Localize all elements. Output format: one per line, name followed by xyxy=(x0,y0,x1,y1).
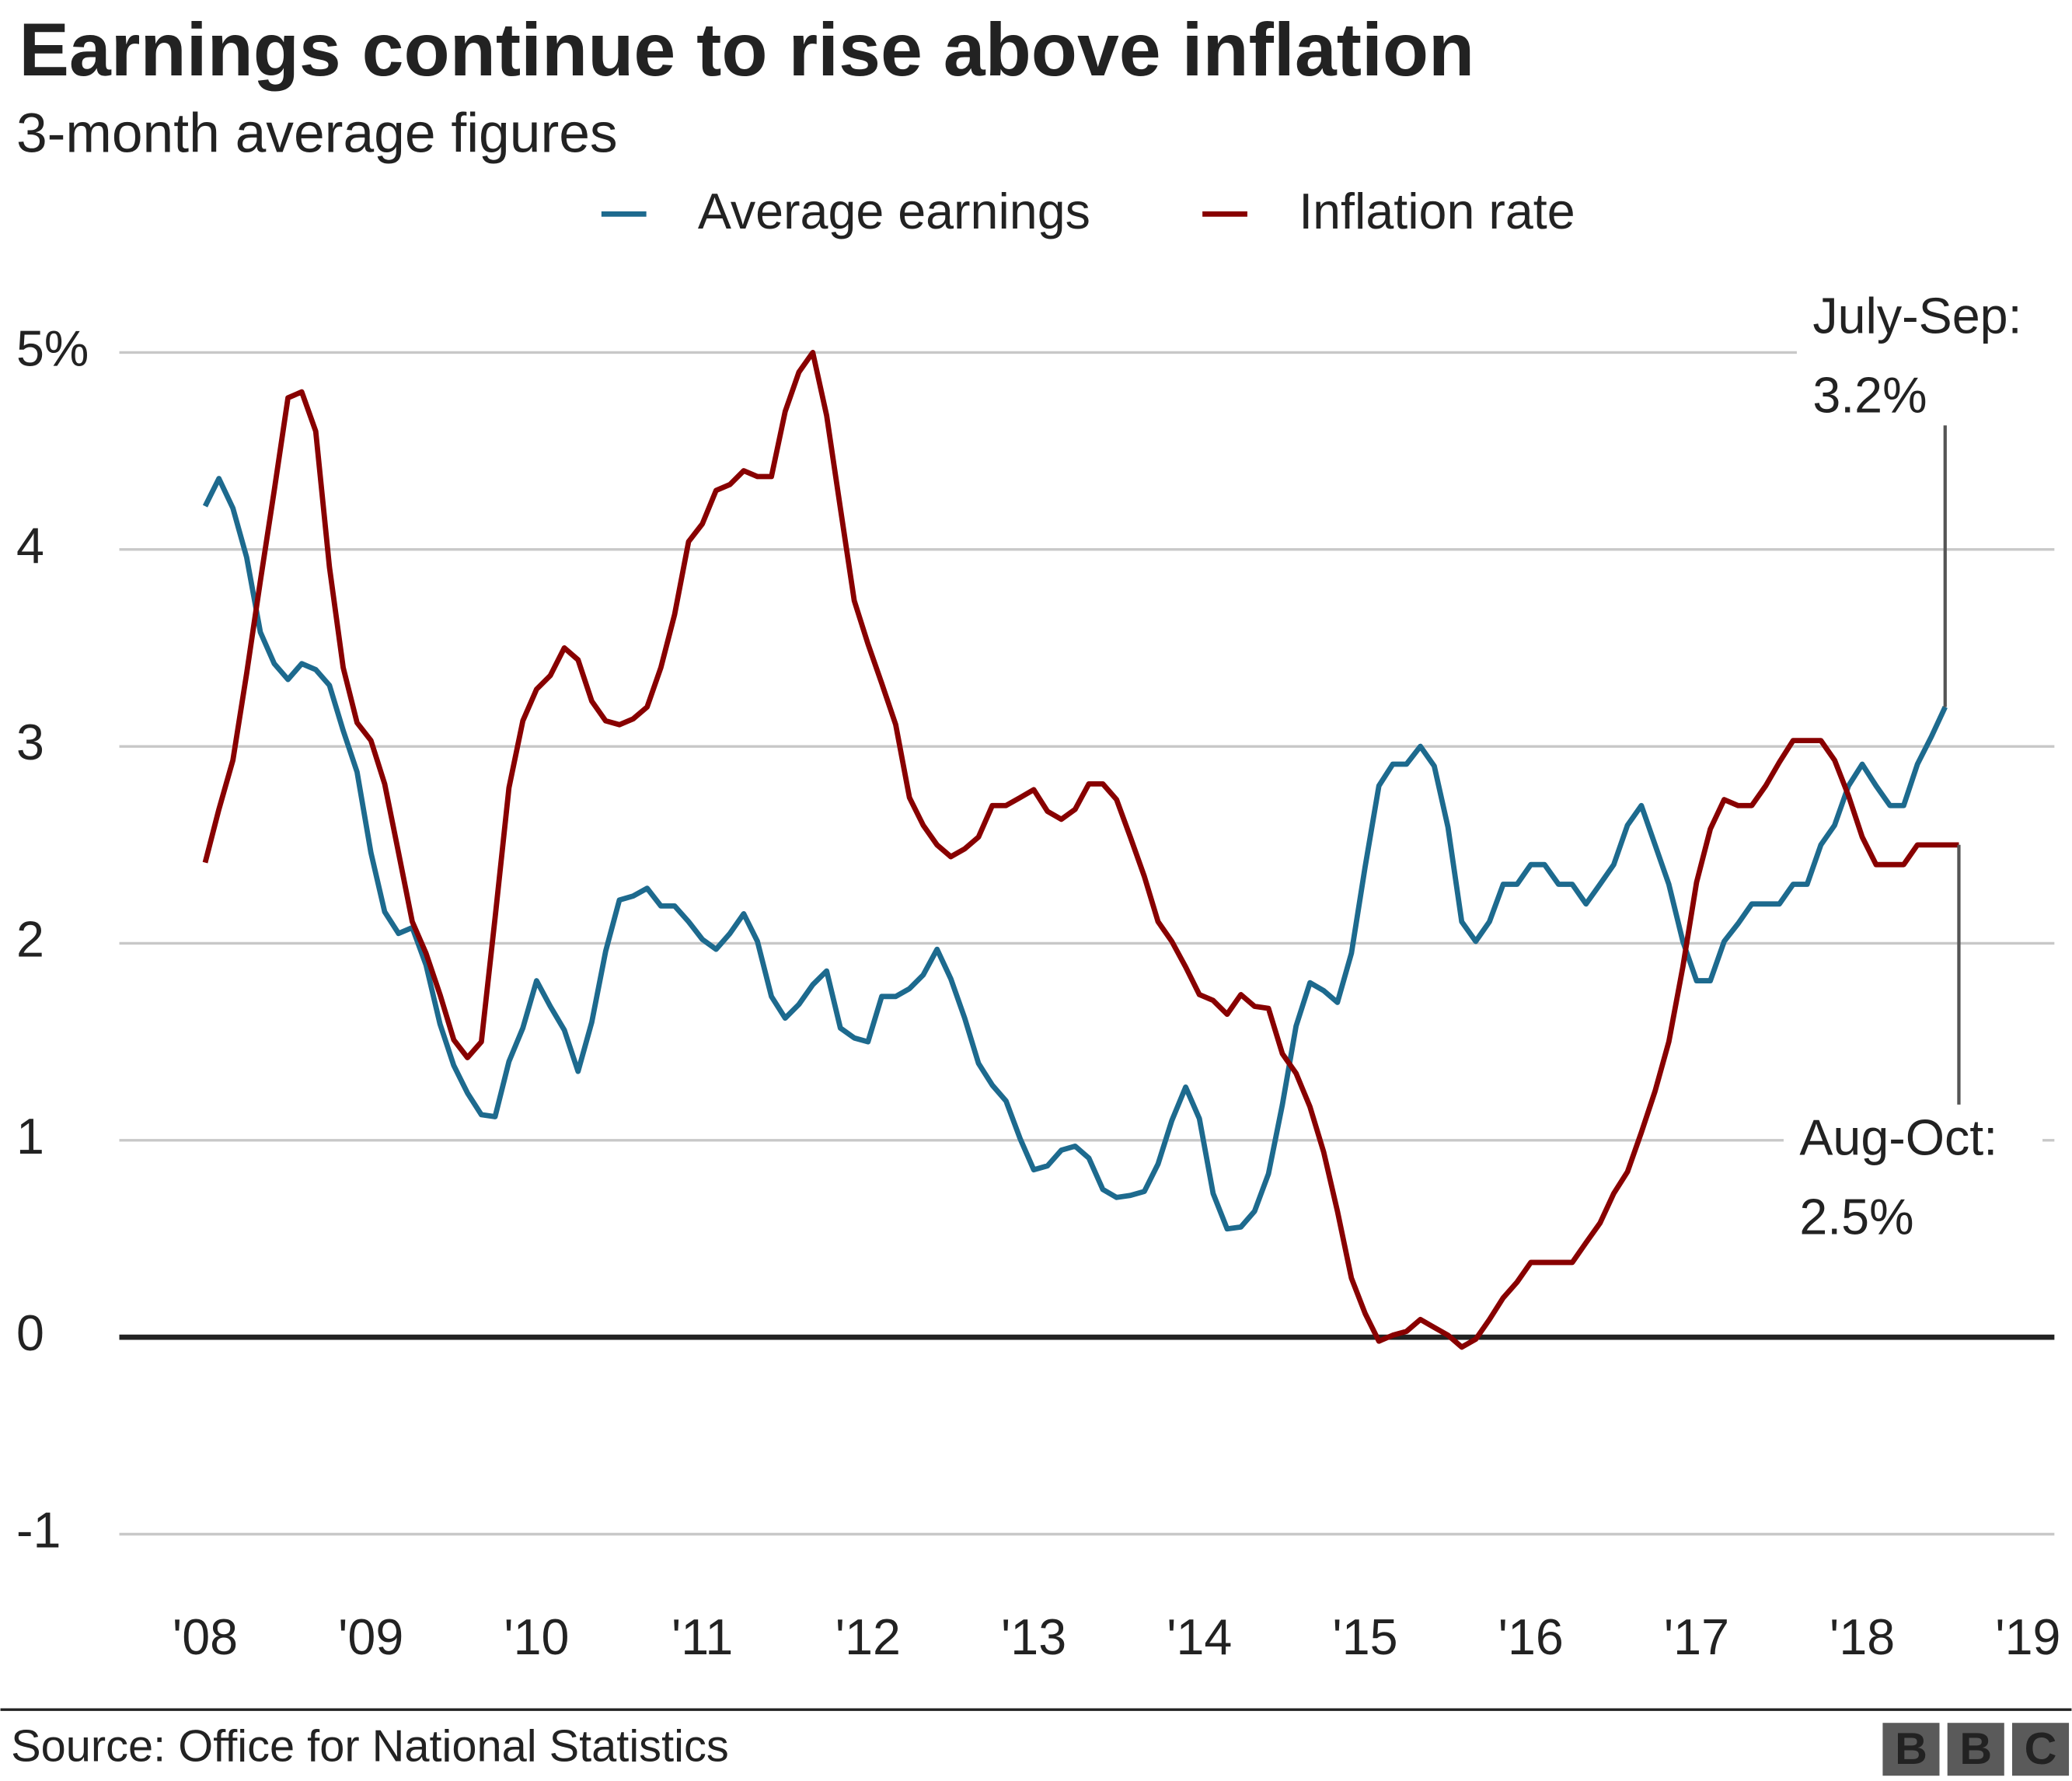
series-line xyxy=(202,350,1959,1350)
x-tick-label: '08 xyxy=(173,1609,238,1665)
annotation-text: Aug-Oct: xyxy=(1799,1109,1997,1165)
logo-box xyxy=(1882,1723,1940,1776)
y-tick-label: -1 xyxy=(16,1503,61,1559)
chart-title: Earnings continue to rise above inflatio… xyxy=(19,7,1474,92)
logo-box xyxy=(2011,1723,2070,1776)
x-tick-label: '15 xyxy=(1332,1609,1397,1665)
y-tick-label: 0 xyxy=(16,1305,44,1361)
chart-subtitle: 3-month average figures xyxy=(16,103,618,165)
x-tick-label: '18 xyxy=(1830,1609,1895,1665)
y-tick-label: 2 xyxy=(16,912,44,968)
x-tick-label: '09 xyxy=(338,1609,403,1665)
y-tick-label: 1 xyxy=(16,1109,44,1165)
x-tick-label: '16 xyxy=(1498,1609,1564,1665)
annotation-text: July-Sep: xyxy=(1812,288,2021,344)
x-tick-label: '17 xyxy=(1664,1609,1729,1665)
annotation-bg xyxy=(1796,280,2056,439)
logo-letter: B xyxy=(1959,1724,1992,1774)
x-tick-label: '13 xyxy=(1001,1609,1066,1665)
logo-letter: B xyxy=(1895,1724,1927,1774)
annotation-bg xyxy=(1783,1102,2043,1261)
x-tick-label: '19 xyxy=(1995,1609,2060,1665)
logo-box xyxy=(1947,1723,2004,1776)
annotation-text: 2.5% xyxy=(1799,1189,1913,1245)
x-tick-label: '14 xyxy=(1167,1609,1232,1665)
source: Source: Office for National Statistics xyxy=(11,1721,729,1771)
legend-label: Average earnings xyxy=(698,183,1090,239)
y-tick-label: 5% xyxy=(16,321,89,377)
series-line xyxy=(202,476,1948,1232)
y-tick-label: 4 xyxy=(16,518,44,574)
logo-letter: C xyxy=(2025,1724,2057,1774)
x-tick-label: '10 xyxy=(504,1609,569,1665)
x-tick-label: '12 xyxy=(835,1609,901,1665)
y-tick-label: 3 xyxy=(16,714,44,770)
annotation-text: 3.2% xyxy=(1812,367,1927,423)
x-tick-label: '11 xyxy=(671,1609,733,1665)
legend-label: Inflation rate xyxy=(1299,183,1575,239)
